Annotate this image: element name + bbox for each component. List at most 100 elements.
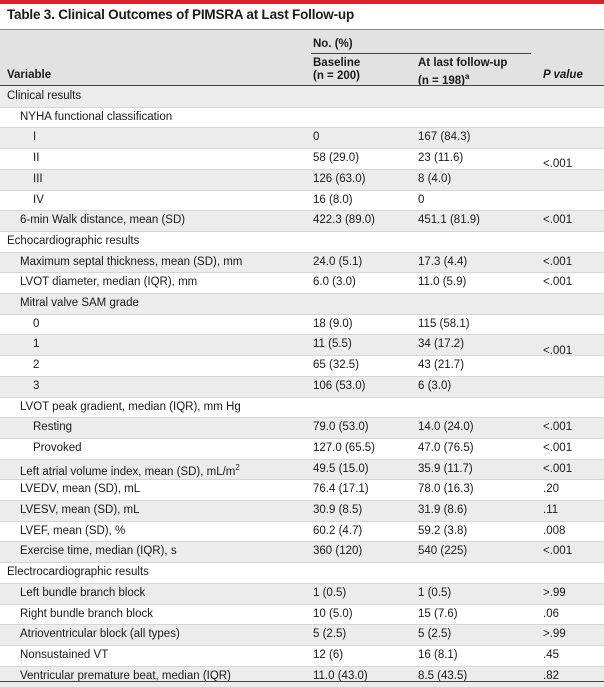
baseline-cell: 49.5 (15.0) bbox=[313, 462, 369, 475]
row-label-text: III bbox=[33, 172, 43, 185]
baseline-cell: 60.2 (4.7) bbox=[313, 524, 363, 537]
table-row: I 0 167 (84.3) bbox=[0, 127, 604, 149]
row-label: 2 bbox=[33, 359, 39, 371]
table-row: Clinical results bbox=[0, 86, 604, 107]
p-value-cell: .45 bbox=[543, 648, 559, 661]
baseline-cell: 6.0 (3.0) bbox=[313, 276, 356, 289]
baseline-cell: 126 (63.0) bbox=[313, 172, 366, 185]
header-baseline: Baseline (n = 200) bbox=[313, 57, 360, 83]
table-row: Ventricular premature beat, median (IQR)… bbox=[0, 665, 604, 687]
table-row: NYHA functional classification bbox=[0, 107, 604, 128]
table-row: Electrocardiographic results bbox=[0, 562, 604, 583]
p-value-cell: >.99 bbox=[543, 586, 566, 599]
row-divider bbox=[0, 334, 604, 336]
table-row: LVOT peak gradient, median (IQR), mm Hg bbox=[0, 397, 604, 418]
row-label-text: II bbox=[33, 152, 40, 165]
row-label: Provoked bbox=[33, 442, 82, 454]
row-label-text: NYHA functional classification bbox=[20, 110, 173, 123]
row-label-text: Echocardiographic results bbox=[7, 234, 140, 247]
followup-cell: 167 (84.3) bbox=[418, 131, 471, 144]
header-baseline-line1: Baseline bbox=[313, 57, 361, 69]
row-label-text: Clinical results bbox=[7, 90, 82, 102]
baseline-cell: 76.4 (17.1) bbox=[313, 483, 369, 496]
baseline-cell: 10 (5.0) bbox=[313, 607, 353, 620]
table-row: 3 106 (53.0) 6 (3.0) bbox=[0, 375, 604, 397]
row-label-text: LVESV, mean (SD), mL bbox=[20, 504, 140, 516]
followup-cell: 8 (4.0) bbox=[418, 172, 452, 185]
merged-p-sam: <.001 bbox=[543, 345, 573, 357]
row-label: LVEDV, mean (SD), mL bbox=[20, 483, 140, 495]
table-row: Exercise time, median (IQR), s 360 (120) 5… bbox=[0, 541, 604, 563]
table-row: 2 65 (32.5) 43 (21.7) bbox=[0, 355, 604, 376]
row-label: 6-min Walk distance, mean (SD) bbox=[20, 214, 185, 226]
row-divider bbox=[0, 624, 604, 626]
baseline-cell: 11 (5.5) bbox=[313, 338, 352, 351]
baseline-cell: 360 (120) bbox=[313, 545, 363, 558]
p-value-cell: <.001 bbox=[543, 441, 573, 454]
header-followup-line2: (n = 198)a bbox=[418, 70, 507, 88]
row-label: IV bbox=[33, 194, 44, 206]
table-row: II 58 (29.0) 23 (11.6) bbox=[0, 148, 604, 169]
row-divider bbox=[0, 293, 604, 294]
p-value-cell: .20 bbox=[543, 483, 559, 496]
row-label: NYHA functional classification bbox=[20, 111, 172, 123]
row-divider bbox=[0, 210, 604, 212]
baseline-cell: 106 (53.0) bbox=[313, 379, 366, 392]
row-divider bbox=[0, 375, 604, 377]
row-label-text: 2 bbox=[33, 359, 40, 372]
row-label: Ventricular premature beat, median (IQR) bbox=[20, 670, 231, 682]
row-divider bbox=[0, 313, 604, 315]
table-row: 0 18 (9.0) 115 (58.1) bbox=[0, 314, 604, 335]
row-label: 1 bbox=[33, 338, 39, 350]
row-label-text: LVOT diameter, median (IQR), mm bbox=[20, 276, 198, 289]
row-divider bbox=[0, 644, 604, 646]
row-label-text: Provoked bbox=[33, 441, 82, 454]
table-title: Table 3. Clinical Outcomes of PIMSRA at … bbox=[7, 7, 354, 22]
table-row: LVESV, mean (SD), mL 30.9 (8.5) 31.9 (8.6)… bbox=[0, 500, 604, 521]
row-label-text: 0 bbox=[33, 317, 40, 330]
followup-cell: 5 (2.5) bbox=[418, 628, 452, 641]
row-label: II bbox=[33, 152, 39, 164]
row-label-text: LVOT peak gradient, median (IQR), mm Hg bbox=[20, 400, 241, 413]
followup-cell: 6 (3.0) bbox=[418, 379, 452, 392]
p-value-cell: <.001 bbox=[543, 255, 573, 268]
row-label-text: Maximum septal thickness, mean (SD), mm bbox=[20, 255, 243, 268]
row-label-text: 3 bbox=[33, 379, 40, 392]
row-divider bbox=[0, 189, 604, 191]
table-row: 6-min Walk distance, mean (SD) 422.3 (89.… bbox=[0, 210, 604, 232]
table-row: Provoked 127.0 (65.5) 47.0 (76.5) <.001 bbox=[0, 438, 604, 459]
baseline-cell: 1 (0.5) bbox=[313, 586, 347, 599]
header-variable: Variable bbox=[7, 69, 52, 81]
header-p-value-label: P value bbox=[543, 69, 583, 81]
followup-cell: 23 (11.6) bbox=[418, 152, 464, 165]
table-row: IV 16 (8.0) 0 bbox=[0, 190, 604, 211]
table-row: Right bundle branch block 10 (5.0) 15 (7.6… bbox=[0, 604, 604, 625]
row-label: 3 bbox=[33, 380, 39, 392]
row-label: Maximum septal thickness, mean (SD), mm bbox=[20, 256, 242, 268]
baseline-cell: 5 (2.5) bbox=[313, 628, 347, 641]
followup-cell: 31.9 (8.6) bbox=[418, 504, 468, 516]
row-label: I bbox=[33, 131, 36, 143]
baseline-cell: 12 (6) bbox=[313, 648, 344, 661]
row-label-text: Right bundle branch block bbox=[20, 607, 153, 620]
row-label: Nonsustained VT bbox=[20, 649, 108, 661]
row-divider bbox=[0, 106, 604, 108]
table-row: Nonsustained VT 12 (6) 16 (8.1) .45 bbox=[0, 645, 604, 666]
row-label-text: Left atrial volume index, mean (SD), mL/… bbox=[20, 465, 236, 478]
header-followup-n: (n = 198) bbox=[418, 74, 465, 87]
row-divider bbox=[0, 603, 604, 605]
row-divider bbox=[0, 437, 604, 439]
table-bottom-rule bbox=[0, 681, 604, 682]
row-label-text: 1 bbox=[33, 338, 40, 351]
followup-cell: 43 (21.7) bbox=[418, 359, 465, 372]
followup-cell: 540 (225) bbox=[418, 545, 468, 558]
row-label-text: Exercise time, median (IQR), s bbox=[20, 545, 177, 558]
header-group-rule bbox=[311, 53, 531, 54]
followup-cell: 1 (0.5) bbox=[418, 586, 452, 599]
row-label: LVOT diameter, median (IQR), mm bbox=[20, 276, 197, 288]
row-divider bbox=[0, 500, 604, 501]
table-row: 1 11 (5.5) 34 (17.2) bbox=[0, 334, 604, 356]
header-baseline-line2: (n = 200) bbox=[313, 70, 360, 82]
row-label: Atrioventricular block (all types) bbox=[20, 628, 180, 640]
baseline-cell: 65 (32.5) bbox=[313, 359, 360, 372]
